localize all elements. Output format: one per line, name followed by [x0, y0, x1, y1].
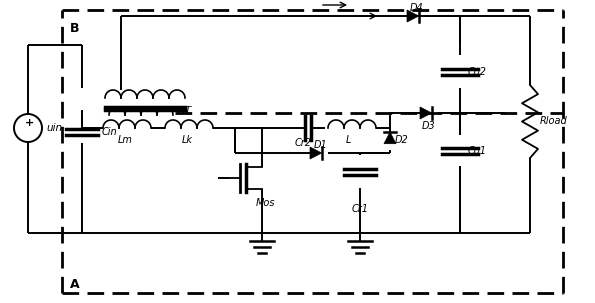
Polygon shape [310, 147, 322, 159]
Text: HT: HT [178, 106, 192, 116]
Polygon shape [407, 10, 419, 22]
Text: D2: D2 [395, 135, 409, 145]
Text: D1: D1 [314, 140, 328, 150]
Text: Co1: Co1 [468, 146, 487, 156]
Text: Cr1: Cr1 [352, 204, 368, 214]
Text: Lk: Lk [181, 135, 193, 145]
Text: Mos: Mos [256, 198, 275, 208]
Polygon shape [384, 132, 396, 144]
Text: Lm: Lm [118, 135, 133, 145]
Text: Rload: Rload [540, 116, 568, 126]
Text: Cr2: Cr2 [295, 138, 312, 148]
Text: +: + [26, 118, 35, 128]
Text: D3: D3 [422, 121, 436, 131]
Text: Co2: Co2 [468, 67, 487, 77]
Text: Cin: Cin [102, 127, 118, 137]
Text: L: L [345, 135, 350, 145]
Text: uin: uin [46, 123, 62, 133]
Text: B: B [70, 22, 80, 35]
Text: D4: D4 [410, 3, 424, 13]
Text: A: A [70, 278, 80, 291]
Polygon shape [420, 107, 432, 119]
